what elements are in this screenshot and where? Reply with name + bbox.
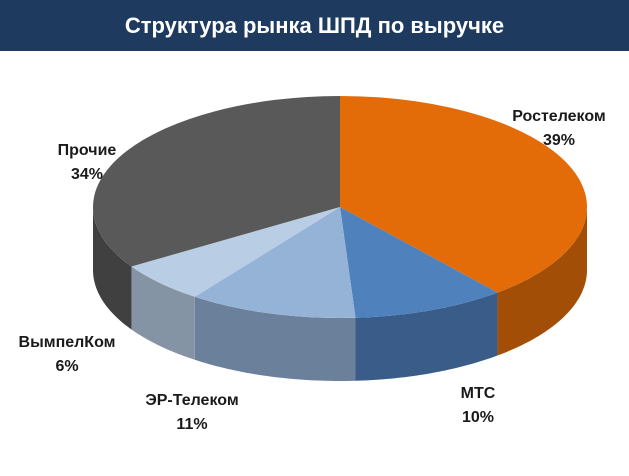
pie-slice-slice-4 <box>92 96 341 267</box>
data-label-slice-3: ВымпелКом 6% <box>19 334 116 375</box>
slice-name-label: МТС <box>461 385 496 402</box>
slice-name-label: ЭР-Телеком <box>145 392 238 409</box>
slice-value-label: 34% <box>71 166 103 183</box>
pie-label-layer: Ростелеком 39% МТС 10% ЭР-Телеком 11% ВымпелКо… <box>19 108 606 433</box>
pie-slice-slice-0 <box>340 96 588 293</box>
pie-chart: Ростелеком 39% МТС 10% ЭР-Телеком 11% ВымпелКо… <box>19 96 606 433</box>
pie-side-slice-1 <box>355 292 498 381</box>
slice-name-label: Прочие <box>58 142 117 159</box>
data-label-slice-1: МТС 10% <box>461 385 496 426</box>
page-title: Структура рынка ШПД по выручке <box>124 12 505 38</box>
data-label-slice-0: Ростелеком 39% <box>512 108 606 149</box>
pie-side-layer <box>93 207 587 381</box>
pie-top-layer <box>92 96 588 318</box>
pie-side-slice-4 <box>93 207 132 330</box>
chart-area: Ростелеком 39% МТС 10% ЭР-Телеком 11% ВымпелКо… <box>0 51 629 471</box>
slice-value-label: 10% <box>462 409 494 426</box>
pie-side-slice-2 <box>194 296 356 381</box>
pie-slice-slice-3 <box>131 207 340 297</box>
pie-side-slice-0 <box>497 207 587 356</box>
slice-value-label: 39% <box>543 132 575 149</box>
pie-slice-slice-2 <box>194 207 356 318</box>
slice-name-label: ВымпелКом <box>19 334 116 351</box>
slice-value-label: 6% <box>55 358 78 375</box>
pie-slice-slice-1 <box>340 207 498 318</box>
slice-value-label: 11% <box>176 416 207 433</box>
slice-name-label: Ростелеком <box>512 108 606 125</box>
data-label-slice-2: ЭР-Телеком 11% <box>145 392 238 433</box>
title-bar: Структура рынка ШПД по выручке <box>0 0 629 51</box>
data-label-slice-4: Прочие 34% <box>58 142 117 183</box>
pie-side-slice-3 <box>131 266 195 360</box>
